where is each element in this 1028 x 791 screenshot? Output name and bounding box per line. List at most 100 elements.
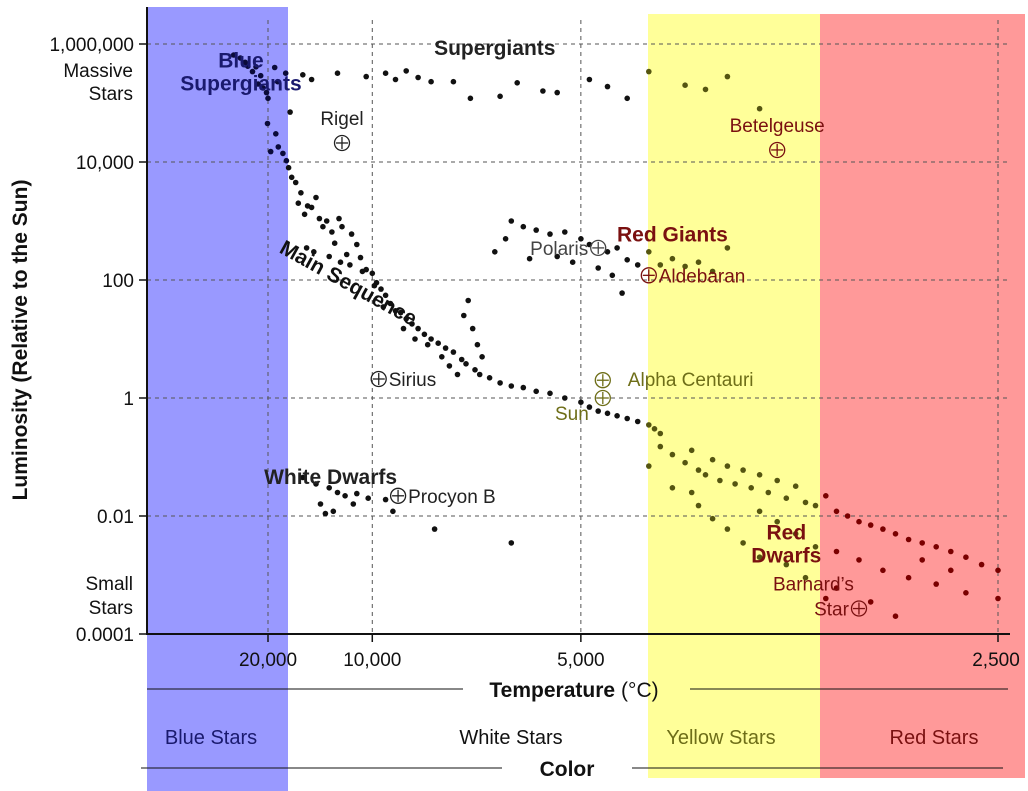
star-dot	[709, 268, 716, 275]
y-axis-title: Luminosity (Relative to the Sun)	[9, 180, 32, 501]
star-dot	[756, 105, 763, 112]
star-dot	[363, 73, 370, 80]
region-label: White Dwarfs	[264, 466, 397, 489]
star-dot	[380, 304, 387, 310]
star-dot	[450, 78, 457, 85]
star-dot	[646, 463, 652, 469]
star-dot	[283, 157, 290, 164]
star-dot	[823, 493, 829, 499]
band-label: Red Stars	[890, 727, 979, 749]
star-dot	[428, 336, 434, 342]
star-dot	[274, 78, 281, 85]
dot-group-supergiants	[230, 52, 763, 115]
star-dot	[359, 268, 366, 275]
star-dot	[578, 236, 584, 242]
star-dot	[634, 262, 641, 268]
star-dot	[313, 194, 319, 201]
star-label: Aldebaran	[659, 266, 746, 287]
star-dot	[253, 64, 259, 70]
star-dot	[646, 422, 652, 428]
star-dot	[249, 68, 256, 75]
star-dot	[756, 554, 763, 560]
region-label: Blue	[218, 49, 264, 72]
star-dot	[995, 567, 1001, 574]
star-dot	[732, 481, 738, 487]
star-dot	[933, 581, 939, 587]
star-dot	[604, 410, 611, 417]
star-dot	[651, 426, 658, 432]
star-dot	[724, 245, 731, 251]
star-dot	[682, 263, 688, 270]
star-dot	[450, 349, 457, 355]
star-dot	[458, 356, 465, 363]
named-star-sirius: Sirius	[370, 370, 436, 391]
star-dot	[833, 585, 840, 591]
star-dot	[624, 95, 630, 102]
star-dot	[392, 76, 399, 83]
star-dot	[792, 531, 799, 537]
star-dot	[476, 371, 483, 378]
star-dot	[409, 321, 415, 327]
star-dot	[609, 272, 616, 279]
star-dot	[995, 595, 1001, 602]
star-dot	[595, 265, 601, 271]
star-dot	[547, 390, 553, 397]
star-dot	[526, 255, 533, 262]
side-note-small: Small	[85, 574, 133, 595]
star-dot	[288, 174, 295, 181]
star-dot	[812, 502, 819, 509]
color-band-red-stars	[820, 14, 1025, 778]
star-dot	[695, 467, 702, 473]
star-dot	[508, 540, 515, 546]
star-dot	[343, 251, 350, 258]
y-tick-label: 0.0001	[76, 625, 134, 646]
named-star-procyon-b: Procyon B	[389, 487, 496, 508]
star-dot	[856, 518, 862, 525]
y-tick-label: 1	[123, 389, 134, 410]
star-dot	[300, 72, 306, 78]
star-dot	[347, 262, 353, 268]
star-dot	[428, 78, 434, 85]
star-dot	[400, 325, 407, 332]
star-dot	[756, 472, 763, 478]
star-dot	[486, 375, 493, 381]
star-dot	[339, 223, 345, 230]
star-dot	[533, 227, 539, 233]
named-star-barnard-s-star: Barnard’s Star	[773, 575, 868, 621]
star-dot	[245, 63, 251, 69]
star-dot	[264, 120, 271, 127]
star-dot	[508, 218, 515, 224]
star-dot	[431, 526, 438, 532]
star-dot	[230, 52, 237, 58]
star-dot	[892, 613, 899, 619]
star-dot	[774, 477, 780, 484]
named-star-aldebaran: Aldebaran	[640, 266, 746, 287]
star-dot	[295, 200, 302, 206]
band-label: White Stars	[459, 727, 562, 749]
star-dot	[867, 599, 874, 605]
star-dot	[275, 144, 282, 150]
star-dot	[442, 345, 449, 351]
star-dot	[387, 300, 394, 307]
star-dot	[586, 404, 593, 410]
region-label: Red Giants	[617, 223, 728, 246]
star-dot	[257, 72, 264, 79]
star-dot	[461, 312, 467, 319]
star-dot	[287, 109, 293, 115]
star-dot	[424, 341, 431, 348]
star-dot	[357, 254, 364, 261]
star-dot	[397, 309, 404, 316]
star-dot	[792, 483, 799, 490]
star-dot	[454, 371, 461, 378]
star-dot	[403, 68, 410, 74]
named-star-alpha-centauri: Alpha Centauri	[594, 370, 754, 391]
star-dot	[298, 190, 304, 196]
star-dot	[833, 548, 840, 555]
star-dot	[688, 489, 695, 496]
star-dot	[604, 249, 611, 255]
band-label: Yellow Stars	[666, 727, 775, 749]
color-band-blue-stars	[147, 7, 288, 791]
x-axis-title: Temperature (°C)	[489, 679, 658, 702]
star-dot	[646, 68, 652, 75]
star-dot	[948, 548, 954, 555]
